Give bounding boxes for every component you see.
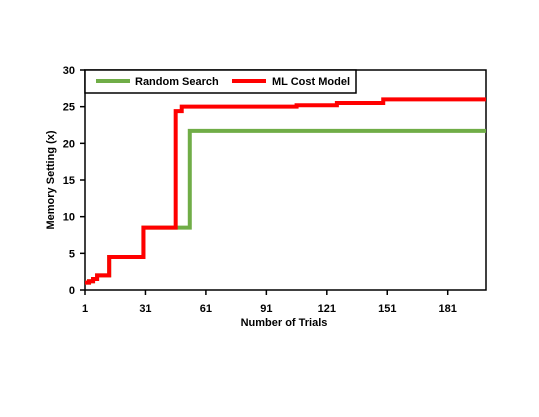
- legend-box: [84, 69, 357, 94]
- x-tick-label: 91: [260, 303, 272, 315]
- axes: [80, 69, 449, 295]
- legend-label: Random Search: [135, 76, 219, 88]
- y-axis-title: Memory Setting (x): [45, 130, 57, 229]
- legend-label: ML Cost Model: [272, 76, 350, 88]
- series-lines: [85, 97, 486, 285]
- x-tick-label: 1: [82, 303, 88, 315]
- x-tick-label: 151: [378, 303, 396, 315]
- x-axis-title: Number of Trials: [241, 317, 328, 329]
- x-tick-label: 121: [318, 303, 336, 315]
- x-tick-label: 61: [200, 303, 212, 315]
- y-tick-label: 0: [69, 285, 75, 297]
- x-tick-label: 181: [439, 303, 457, 315]
- y-tick-label: 10: [63, 212, 75, 224]
- y-tick-label: 25: [63, 102, 75, 114]
- y-tick-label: 30: [63, 65, 75, 77]
- legend: Random Search ML Cost Model: [84, 69, 357, 94]
- y-tick-label: 20: [63, 138, 75, 150]
- x-tick-label: 31: [139, 303, 151, 315]
- y-tick-label: 5: [69, 248, 75, 260]
- series-line-ml-cost-model: [85, 97, 486, 285]
- y-tick-label: 15: [63, 175, 75, 187]
- tick-labels: 0 5 10 15 20 25 30 1 31 61 91 121 151 181: [63, 65, 457, 315]
